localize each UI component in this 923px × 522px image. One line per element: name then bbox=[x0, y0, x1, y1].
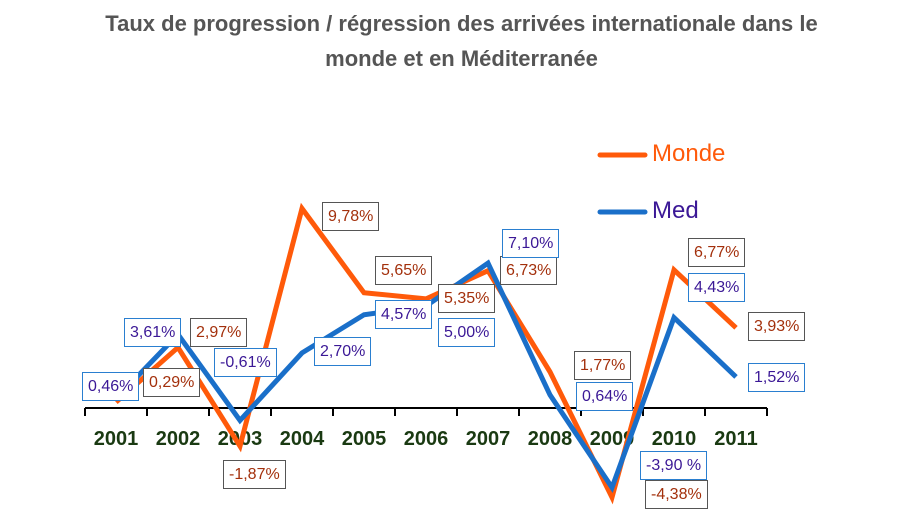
data-label-med: 5,00% bbox=[438, 318, 496, 347]
data-label-monde: 0,29% bbox=[143, 368, 201, 397]
data-label-monde: 1,77% bbox=[574, 351, 632, 380]
x-tick-label: 2005 bbox=[342, 428, 387, 450]
data-label-med: 7,10% bbox=[502, 229, 560, 258]
data-label-med: 4,43% bbox=[688, 273, 746, 302]
chart-title: Taux de progression / régression des arr… bbox=[0, 6, 923, 76]
x-tick-label: 2008 bbox=[528, 428, 573, 450]
data-label-monde: 2,97% bbox=[190, 318, 248, 347]
legend-med: Med bbox=[652, 197, 699, 224]
data-label-med: 4,57% bbox=[375, 300, 433, 329]
data-label-monde: 3,93% bbox=[748, 312, 806, 341]
data-label-monde: 5,65% bbox=[375, 256, 433, 285]
data-label-med: 0,64% bbox=[576, 382, 634, 411]
x-tick-label: 2004 bbox=[280, 428, 325, 450]
data-label-med: 1,52% bbox=[748, 363, 806, 392]
data-label-med: 0,46% bbox=[82, 372, 140, 401]
title-line-1: Taux de progression / régression des arr… bbox=[105, 11, 818, 36]
x-tick-label: 2007 bbox=[466, 428, 511, 450]
data-label-monde: -1,87% bbox=[223, 460, 286, 489]
x-tick-label: 2009 bbox=[590, 428, 635, 450]
x-tick-label: 2010 bbox=[652, 428, 697, 450]
data-label-med: -0,61% bbox=[214, 348, 277, 377]
data-label-med: 2,70% bbox=[314, 337, 372, 366]
data-label-med: -3,90 % bbox=[640, 451, 708, 480]
data-label-monde: 6,73% bbox=[500, 256, 558, 285]
x-tick-label: 2011 bbox=[714, 428, 757, 450]
data-label-monde: 6,77% bbox=[688, 238, 746, 267]
x-tick-label: 2002 bbox=[156, 428, 201, 450]
data-label-monde: 9,78% bbox=[322, 202, 380, 231]
legend-monde: Monde bbox=[652, 140, 726, 167]
x-tick-label: 2006 bbox=[404, 428, 449, 450]
x-tick-label: 2001 bbox=[94, 428, 139, 450]
data-label-monde: 5,35% bbox=[438, 284, 496, 313]
data-label-med: 3,61% bbox=[124, 318, 182, 347]
title-line-2: monde et en Méditerranée bbox=[325, 46, 598, 71]
data-label-monde: -4,38% bbox=[645, 480, 708, 509]
